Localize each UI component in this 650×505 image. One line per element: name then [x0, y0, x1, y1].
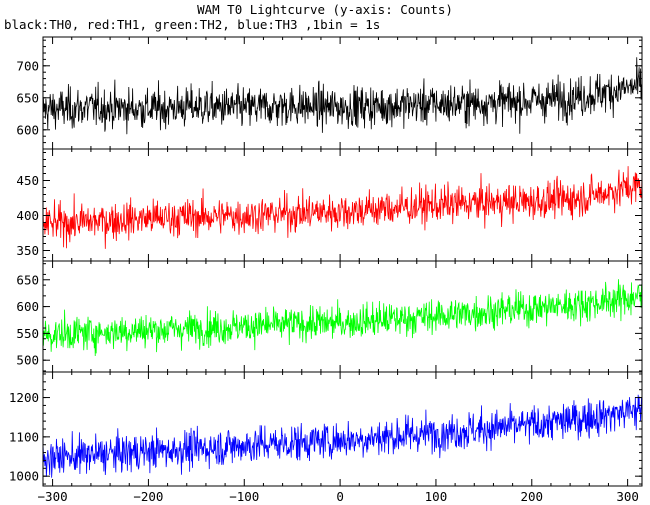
x-tick-label: 0 [336, 489, 344, 504]
y-tick-label: 400 [16, 208, 39, 223]
x-tick-label: −200 [133, 489, 163, 504]
x-tick-label: 300 [616, 489, 639, 504]
series-line-th2 [43, 279, 642, 356]
series-line-th3 [43, 394, 642, 478]
y-tick-label: 450 [16, 173, 39, 188]
series-line-th0 [43, 57, 642, 135]
x-tick-label: −100 [229, 489, 259, 504]
x-tick-label: −300 [38, 489, 68, 504]
y-tick-label: 500 [16, 353, 39, 368]
y-tick-label: 600 [16, 299, 39, 314]
y-tick-label: 600 [16, 122, 39, 137]
y-tick-label: 1000 [9, 469, 39, 484]
series-line-th1 [43, 166, 642, 249]
y-tick-label: 550 [16, 326, 39, 341]
panel-frame-th2 [42, 260, 643, 373]
y-tick-label: 1200 [9, 390, 39, 405]
y-tick-label: 650 [16, 272, 39, 287]
y-tick-label: 1100 [9, 429, 39, 444]
chart-title: WAM T0 Lightcurve (y-axis: Counts) [197, 2, 453, 17]
y-tick-label: 350 [16, 243, 39, 258]
y-tick-label: 650 [16, 90, 39, 105]
y-tick-label: 700 [16, 58, 39, 73]
chart-subtitle: black:TH0, red:TH1, green:TH2, blue:TH3 … [4, 17, 381, 32]
x-tick-label: 200 [520, 489, 543, 504]
x-tick-label: 100 [425, 489, 448, 504]
